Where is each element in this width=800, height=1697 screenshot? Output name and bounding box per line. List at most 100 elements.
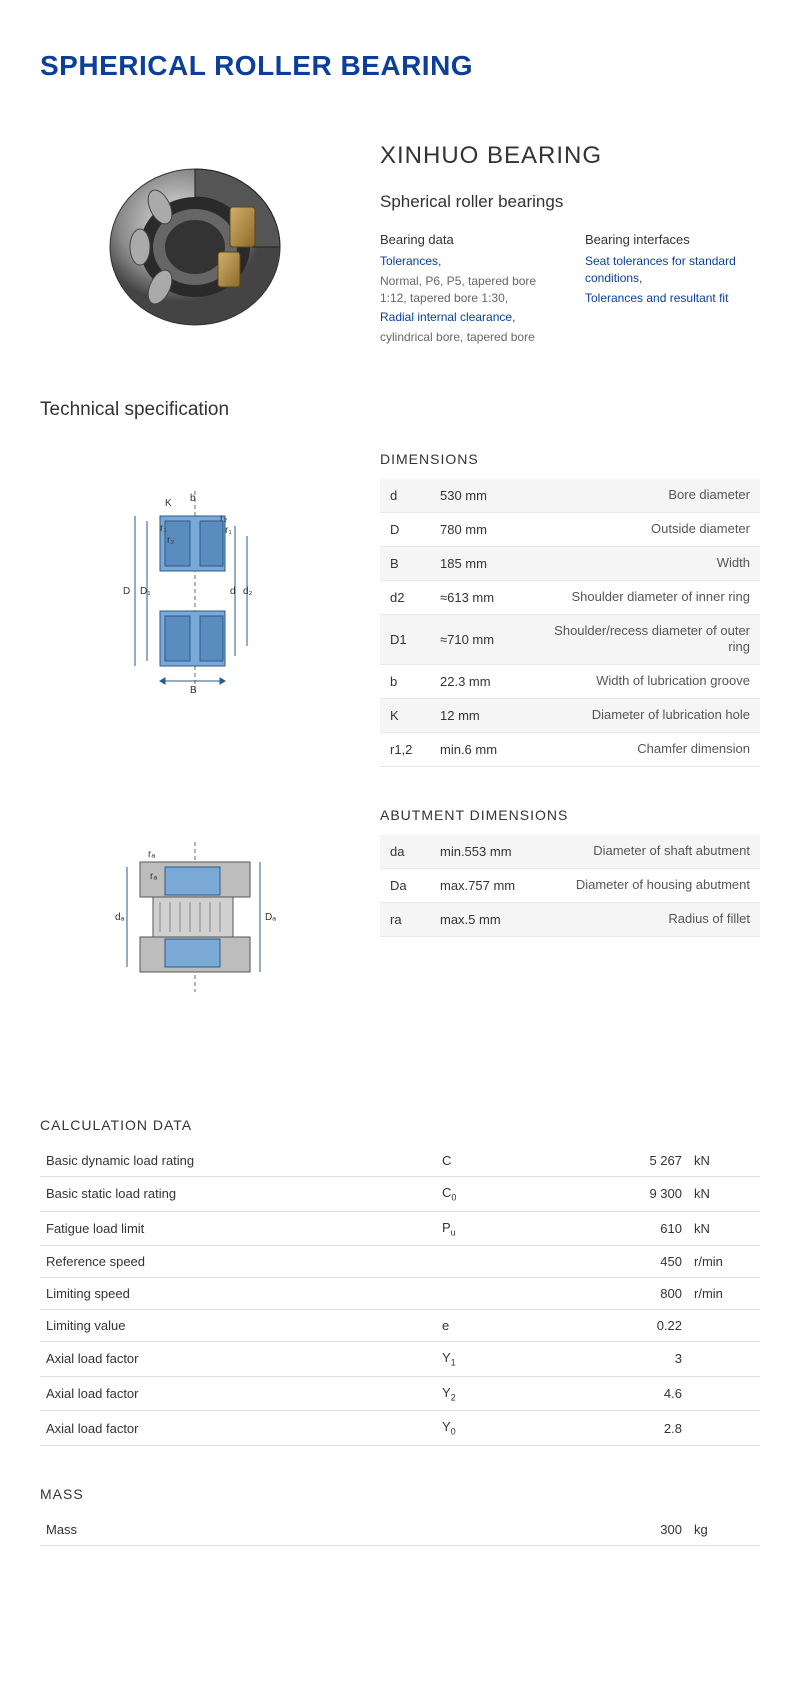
table-row: d2≈613 mmShoulder diameter of inner ring (380, 580, 760, 614)
calc-value: 450 (508, 1246, 688, 1278)
dim-description: Diameter of shaft abutment (530, 835, 760, 868)
radial-clearance-link[interactable]: Radial internal clearance, (380, 309, 555, 326)
dim-symbol: r1,2 (380, 733, 430, 767)
dim-value: 780 mm (430, 512, 530, 546)
cross-section-diagram-icon: D D₁ d d₂ B b K r₁ r₂ r₂ r₁ (105, 481, 285, 701)
dim-value: 185 mm (430, 546, 530, 580)
svg-text:b: b (190, 493, 196, 504)
calc-label: Axial load factor (40, 1376, 436, 1411)
calc-unit (688, 1376, 760, 1411)
dim-symbol: da (380, 835, 430, 868)
dim-symbol: b (380, 665, 430, 699)
calculation-table: Basic dynamic load ratingC5 267kNBasic s… (40, 1145, 760, 1446)
mass-unit: kg (688, 1514, 760, 1546)
calc-value: 3 (508, 1342, 688, 1377)
calc-symbol: Y2 (436, 1376, 508, 1411)
page-title: SPHERICAL ROLLER BEARING (40, 50, 760, 82)
dim-value: 12 mm (430, 699, 530, 733)
table-row: Basic static load ratingC09 300kN (40, 1177, 760, 1212)
calc-symbol: Pu (436, 1211, 508, 1246)
dim-value: max.5 mm (430, 902, 530, 936)
calc-value: 800 (508, 1278, 688, 1310)
table-row: Damax.757 mmDiameter of housing abutment (380, 868, 760, 902)
product-overview: XINHUO BEARING Spherical roller bearings… (40, 142, 760, 349)
bearing-interfaces-block: Bearing interfaces Seat tolerances for s… (585, 232, 760, 349)
dim-description: Shoulder diameter of inner ring (530, 580, 760, 614)
dim-description: Diameter of housing abutment (530, 868, 760, 902)
dim-symbol: Da (380, 868, 430, 902)
product-type: Spherical roller bearings (380, 192, 760, 212)
svg-text:rₐ: rₐ (148, 849, 155, 860)
brand-name: XINHUO BEARING (380, 142, 760, 170)
dim-value: min.6 mm (430, 733, 530, 767)
svg-text:r₂: r₂ (220, 513, 227, 524)
table-row: Axial load factorY02.8 (40, 1411, 760, 1446)
dimensions-section: D D₁ d d₂ B b K r₁ r₂ r₂ r₁ DIMENSIONS d… (40, 451, 760, 767)
abutment-section: dₐ Dₐ rₐ rₐ ABUTMENT DIMENSIONS damin.55… (40, 807, 760, 997)
bearing-data-block: Bearing data Tolerances, Normal, P6, P5,… (380, 232, 555, 349)
table-row: d530 mmBore diameter (380, 479, 760, 512)
svg-text:B: B (190, 685, 197, 696)
calc-label: Axial load factor (40, 1411, 436, 1446)
calc-unit (688, 1411, 760, 1446)
svg-text:D₁: D₁ (140, 586, 151, 597)
calc-value: 4.6 (508, 1376, 688, 1411)
svg-text:rₐ: rₐ (150, 871, 157, 882)
calc-unit: r/min (688, 1278, 760, 1310)
table-row: r1,2min.6 mmChamfer dimension (380, 733, 760, 767)
mass-label: Mass (40, 1514, 436, 1546)
tolerances-link[interactable]: Tolerances, (380, 253, 555, 270)
table-row: Limiting valuee0.22 (40, 1310, 760, 1342)
table-row: Axial load factorY13 (40, 1342, 760, 1377)
table-row: D780 mmOutside diameter (380, 512, 760, 546)
table-row: D1≈710 mmShoulder/recess diameter of out… (380, 614, 760, 665)
table-row: Axial load factorY24.6 (40, 1376, 760, 1411)
calc-symbol (436, 1246, 508, 1278)
calc-symbol: C0 (436, 1177, 508, 1212)
dim-description: Radius of fillet (530, 902, 760, 936)
svg-text:r₂: r₂ (167, 535, 174, 546)
abutment-diagram-icon: dₐ Dₐ rₐ rₐ (105, 837, 285, 997)
calc-label: Fatigue load limit (40, 1211, 436, 1246)
calc-value: 9 300 (508, 1177, 688, 1212)
calc-symbol (436, 1278, 508, 1310)
calc-unit: kN (688, 1145, 760, 1177)
dim-value: max.757 mm (430, 868, 530, 902)
calc-label: Limiting value (40, 1310, 436, 1342)
bearing-data-heading: Bearing data (380, 232, 555, 247)
dim-value: ≈710 mm (430, 614, 530, 665)
calc-value: 0.22 (508, 1310, 688, 1342)
seat-tolerances-link[interactable]: Seat tolerances for standard conditions, (585, 253, 760, 287)
dim-description: Width (530, 546, 760, 580)
svg-text:Dₐ: Dₐ (265, 912, 276, 923)
calc-label: Axial load factor (40, 1342, 436, 1377)
dim-description: Chamfer dimension (530, 733, 760, 767)
product-image-wrap (40, 142, 350, 349)
dim-symbol: ra (380, 902, 430, 936)
svg-text:D: D (123, 586, 130, 597)
calc-unit: kN (688, 1177, 760, 1212)
dim-symbol: d (380, 479, 430, 512)
calc-heading: CALCULATION DATA (40, 1117, 760, 1133)
calc-symbol: C (436, 1145, 508, 1177)
calc-unit: kN (688, 1211, 760, 1246)
table-row: ramax.5 mmRadius of fillet (380, 902, 760, 936)
tolerances-detail: Normal, P6, P5, tapered bore 1:12, taper… (380, 273, 555, 307)
dim-symbol: D1 (380, 614, 430, 665)
mass-value: 300 (508, 1514, 688, 1546)
dim-description: Diameter of lubrication hole (530, 699, 760, 733)
dim-symbol: d2 (380, 580, 430, 614)
dim-description: Shoulder/recess diameter of outer ring (530, 614, 760, 665)
calc-unit: r/min (688, 1246, 760, 1278)
table-row: B185 mmWidth (380, 546, 760, 580)
dimensions-table: d530 mmBore diameterD780 mmOutside diame… (380, 479, 760, 767)
tolerances-fit-link[interactable]: Tolerances and resultant fit (585, 290, 760, 307)
dimensions-heading: DIMENSIONS (380, 451, 760, 467)
mass-heading: MASS (40, 1486, 760, 1502)
dim-symbol: B (380, 546, 430, 580)
mass-table: Mass 300 kg (40, 1514, 760, 1546)
dim-description: Width of lubrication groove (530, 665, 760, 699)
svg-text:r₁: r₁ (160, 523, 167, 534)
dim-symbol: D (380, 512, 430, 546)
calc-label: Reference speed (40, 1246, 436, 1278)
